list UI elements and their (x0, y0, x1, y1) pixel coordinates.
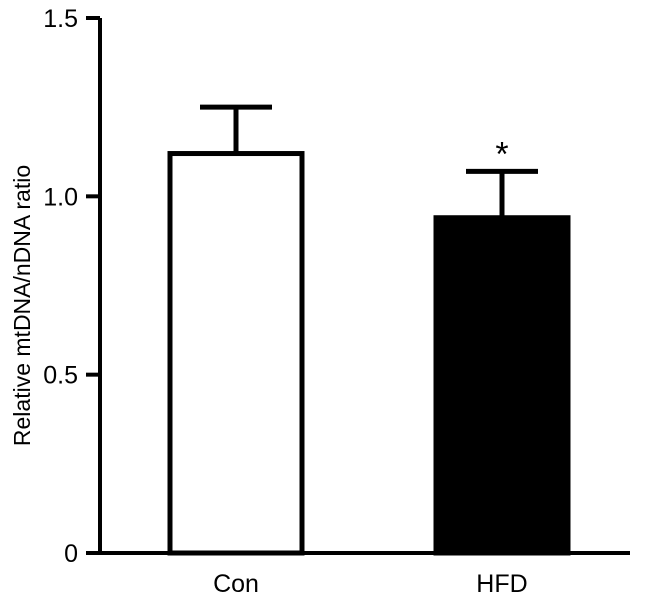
x-tick-label: Con (213, 570, 259, 598)
significance-asterisk: * (495, 135, 508, 173)
x-axis-categories: Con HFD (213, 570, 528, 598)
y-tick-label: 0.5 (43, 362, 78, 390)
bars (167, 151, 571, 556)
y-axis-ticks: 0 0.5 1.0 1.5 (43, 5, 100, 568)
error-bars (200, 104, 538, 218)
y-tick-label: 1.5 (43, 5, 78, 33)
y-tick-label: 1.0 (43, 183, 78, 211)
bar-hfd (433, 215, 571, 556)
y-axis-label: Relative mtDNA/nDNA ratio (9, 165, 35, 446)
significance-markers: * (495, 135, 508, 173)
bar-con (167, 151, 305, 556)
y-tick-label: 0 (64, 540, 78, 568)
x-tick-label: HFD (476, 570, 527, 598)
